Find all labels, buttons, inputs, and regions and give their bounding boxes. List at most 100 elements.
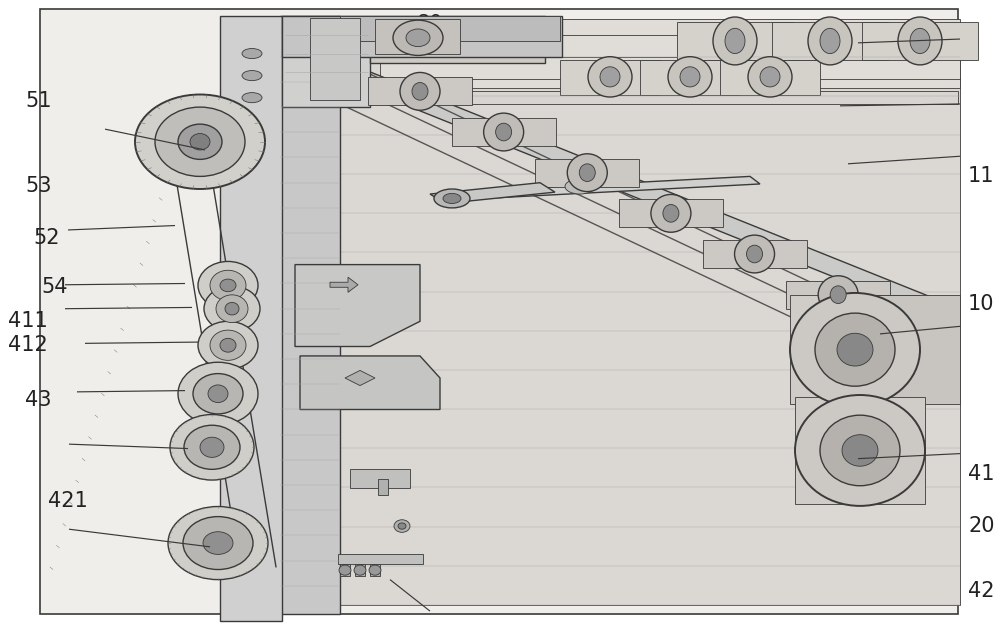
Bar (282, 16, 562, 57)
Ellipse shape (898, 17, 942, 65)
Ellipse shape (184, 425, 240, 469)
Ellipse shape (830, 286, 846, 304)
Text: 43: 43 (26, 390, 52, 410)
Bar (355, 564, 365, 576)
Ellipse shape (579, 164, 595, 181)
Bar (535, 159, 639, 186)
Ellipse shape (208, 385, 228, 403)
Bar (560, 60, 660, 94)
Text: 412: 412 (8, 335, 48, 355)
Bar (378, 479, 388, 495)
Ellipse shape (837, 333, 873, 366)
Polygon shape (340, 60, 960, 328)
Ellipse shape (204, 286, 260, 331)
Ellipse shape (242, 71, 262, 81)
Ellipse shape (200, 437, 224, 457)
Text: 41: 41 (968, 464, 994, 484)
Ellipse shape (725, 28, 745, 54)
Ellipse shape (795, 395, 925, 506)
Bar (370, 564, 380, 576)
Ellipse shape (198, 261, 258, 309)
Ellipse shape (588, 57, 632, 97)
Ellipse shape (484, 113, 524, 151)
Ellipse shape (808, 17, 852, 65)
Bar (350, 469, 410, 488)
Bar (310, 18, 360, 100)
Ellipse shape (242, 93, 262, 103)
Polygon shape (450, 176, 760, 200)
Polygon shape (295, 265, 420, 346)
Ellipse shape (820, 415, 900, 486)
Bar (640, 60, 740, 94)
Text: 80: 80 (417, 14, 443, 34)
Ellipse shape (815, 313, 895, 386)
Ellipse shape (790, 293, 920, 406)
Ellipse shape (393, 20, 443, 55)
Text: 20: 20 (968, 516, 994, 536)
Ellipse shape (713, 17, 757, 65)
Bar (370, 16, 545, 63)
Ellipse shape (663, 205, 679, 222)
Ellipse shape (170, 415, 254, 480)
Polygon shape (275, 57, 960, 605)
Ellipse shape (910, 28, 930, 54)
Ellipse shape (398, 523, 406, 529)
Ellipse shape (210, 330, 246, 360)
Bar (720, 60, 820, 94)
Bar (790, 295, 920, 404)
Text: 10: 10 (968, 294, 994, 314)
Ellipse shape (178, 362, 258, 425)
Text: 53: 53 (26, 176, 52, 196)
Bar (677, 22, 793, 60)
Ellipse shape (668, 57, 712, 97)
Ellipse shape (369, 565, 381, 575)
Bar (282, 16, 370, 107)
Bar (338, 554, 423, 564)
Ellipse shape (216, 295, 248, 323)
Polygon shape (300, 356, 440, 410)
Ellipse shape (400, 72, 440, 110)
Ellipse shape (842, 435, 878, 466)
Ellipse shape (567, 154, 607, 192)
Bar (786, 281, 890, 309)
Bar (340, 16, 560, 41)
Text: 52: 52 (34, 228, 60, 248)
Text: 421: 421 (48, 491, 88, 511)
Polygon shape (380, 19, 960, 88)
Ellipse shape (747, 245, 763, 263)
Ellipse shape (680, 67, 700, 87)
Text: 411: 411 (8, 311, 48, 331)
Ellipse shape (565, 179, 595, 194)
Ellipse shape (818, 276, 858, 314)
Ellipse shape (242, 49, 262, 59)
Ellipse shape (155, 107, 245, 176)
Polygon shape (345, 370, 375, 386)
Ellipse shape (651, 195, 691, 232)
Ellipse shape (820, 28, 840, 54)
Bar (795, 397, 925, 504)
Bar (368, 77, 472, 105)
Text: 51: 51 (26, 91, 52, 111)
Text: 11: 11 (968, 166, 994, 186)
Text: 54: 54 (42, 277, 68, 297)
Ellipse shape (394, 520, 410, 532)
Bar (862, 22, 978, 60)
Ellipse shape (735, 235, 775, 273)
Ellipse shape (496, 123, 512, 141)
Bar (340, 564, 350, 576)
Ellipse shape (412, 83, 428, 100)
Bar (772, 22, 888, 60)
Bar (855, 295, 960, 404)
Bar (220, 16, 282, 621)
Ellipse shape (203, 532, 233, 554)
Ellipse shape (220, 279, 236, 292)
Polygon shape (330, 277, 358, 292)
Ellipse shape (600, 67, 620, 87)
Polygon shape (430, 183, 555, 203)
Ellipse shape (193, 374, 243, 414)
Ellipse shape (760, 67, 780, 87)
Ellipse shape (748, 57, 792, 97)
Ellipse shape (434, 189, 470, 208)
Ellipse shape (354, 565, 366, 575)
Bar (703, 240, 807, 268)
